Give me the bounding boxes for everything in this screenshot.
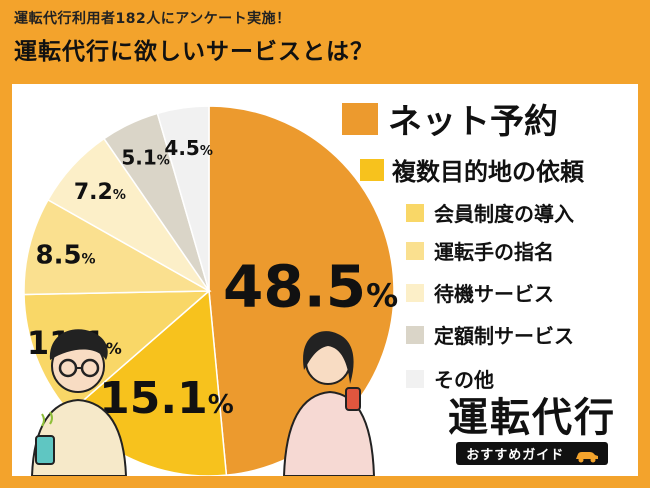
brand-logo: 運転代行 おすすめガイド	[432, 396, 632, 472]
brand-tagline-text: おすすめガイド	[466, 448, 565, 463]
data-label-waiting-service: 7.2%	[74, 180, 126, 205]
data-label-driver-nomination: 8.5%	[35, 241, 95, 271]
data-label-other: 4.5%	[164, 136, 212, 160]
person-icon	[282, 331, 376, 476]
legend-swatch	[406, 369, 424, 388]
legend-item-other: その他	[406, 364, 494, 393]
pie-slice-driver-nomination	[23, 198, 212, 296]
data-label-multiple-destinations: 15.1%	[99, 373, 234, 424]
person-icon	[30, 329, 128, 476]
legend-item-flat-rate: 定額制サービス	[406, 320, 574, 349]
pie-slice-other	[156, 105, 210, 292]
legend-label: 運転手の指名	[434, 240, 554, 264]
header: 運転代行利用者182人にアンケート実施！ 運転代行に欲しいサービスとは？	[14, 8, 636, 66]
data-label-online-booking: 48.5%	[223, 253, 398, 321]
chart-title: 運転代行に欲しいサービスとは？	[14, 39, 374, 65]
legend-swatch	[406, 325, 424, 344]
survey-subtitle: 運転代行利用者182人にアンケート実施！	[14, 11, 291, 27]
legend-label: 待機サービス	[434, 282, 554, 306]
legend-item-waiting-service: 待機サービス	[406, 278, 554, 307]
legend-item-membership: 会員制度の導入	[406, 198, 574, 227]
data-label-flat-rate: 5.1%	[121, 145, 169, 169]
car-icon	[575, 451, 598, 462]
legend-label: 複数目的地の依頼	[392, 158, 584, 186]
legend-label: 会員制度の導入	[434, 202, 574, 226]
legend-swatch	[406, 203, 424, 222]
pie-chart: 48.5%15.1%11.1%8.5%7.2%5.1%4.5%	[23, 105, 398, 476]
legend-item-multiple-destinations: 複数目的地の依頼	[360, 152, 584, 187]
legend-swatch	[360, 158, 384, 181]
legend-item-driver-nomination: 運転手の指名	[406, 236, 554, 265]
legend-swatch	[406, 241, 424, 260]
legend-label: ネット予約	[388, 102, 558, 142]
legend-swatch	[406, 283, 424, 302]
brand-tagline: おすすめガイド	[456, 442, 608, 465]
legend-swatch	[342, 102, 378, 135]
brand-logo-text: 運転代行	[448, 395, 616, 441]
legend-label: その他	[434, 368, 494, 392]
legend-label: 定額制サービス	[434, 324, 574, 348]
chart-panel: 48.5%15.1%11.1%8.5%7.2%5.1%4.5%	[12, 84, 638, 476]
legend-item-online-booking: ネット予約	[342, 94, 558, 143]
